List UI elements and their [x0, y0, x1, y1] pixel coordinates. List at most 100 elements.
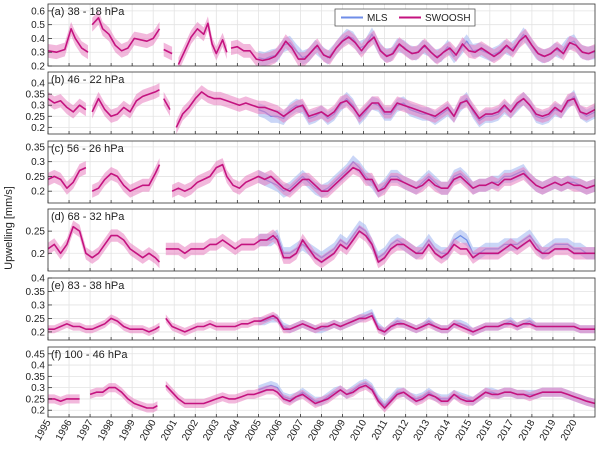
x-tick-label: 2005 — [243, 418, 264, 443]
swoosh-line — [48, 27, 89, 54]
y-tick-label: 0.35 — [26, 372, 46, 383]
series-layer — [48, 378, 595, 413]
panel-label: (b) 46 - 22 hPa — [51, 74, 125, 86]
panels: 0.20.30.40.50.6 (a) 38 - 18 hPa0.20.250.3… — [26, 3, 596, 418]
swoosh-line — [48, 398, 80, 403]
y-tick-label: 0.25 — [26, 394, 46, 405]
swoosh-line — [48, 97, 87, 113]
swoosh-uncertainty-band — [231, 28, 595, 66]
series-layer — [48, 83, 595, 134]
x-tick-label: 2019 — [538, 418, 559, 443]
y-tick-label: 0.4 — [31, 34, 45, 45]
swoosh-uncertainty-band — [176, 85, 595, 134]
y-tick-label: 0.2 — [31, 123, 45, 134]
x-tick-label: 2015 — [454, 418, 475, 443]
x-tick-label: 2008 — [306, 418, 327, 443]
y-tick-label: 0.35 — [26, 287, 46, 298]
y-tick-label: 0.35 — [26, 90, 46, 101]
swoosh-line — [91, 88, 160, 118]
x-tick-label: 1996 — [54, 418, 75, 443]
x-tick-label: 1997 — [75, 418, 96, 443]
y-tick-label: 0.45 — [26, 349, 46, 360]
swoosh-line — [48, 166, 87, 189]
swoosh-line — [230, 34, 595, 62]
x-tick-label: 2012 — [391, 418, 412, 443]
y-tick-label: 0.3 — [31, 300, 45, 311]
y-tick-label: 0.25 — [26, 314, 46, 325]
swoosh-uncertainty-band — [165, 380, 595, 413]
x-tick-label: 2010 — [349, 418, 370, 443]
swoosh-uncertainty-band — [172, 158, 595, 198]
swoosh-uncertainty-band — [48, 314, 160, 336]
swoosh-uncertainty-band — [92, 10, 160, 58]
swoosh-line — [175, 91, 595, 128]
series-layer — [48, 309, 595, 336]
y-tick-label: 0.2 — [31, 327, 45, 338]
y-tick-label: 0.4 — [31, 361, 45, 372]
swoosh-uncertainty-band — [48, 220, 160, 269]
y-axis-label: Upwelling [mm/s] — [3, 186, 15, 270]
x-tick-label: 2009 — [327, 418, 348, 443]
x-tick-label: 2013 — [412, 418, 433, 443]
x-tick-label: 2004 — [222, 418, 243, 443]
y-tick-label: 0.2 — [31, 406, 45, 417]
y-tick-label: 0.35 — [26, 142, 46, 153]
panel-label: (e) 83 - 38 hPa — [51, 280, 125, 292]
swoosh-line — [48, 225, 161, 263]
swoosh-line — [171, 163, 595, 192]
swoosh-uncertainty-band — [48, 91, 86, 119]
y-tick-label: 0.2 — [31, 249, 45, 260]
x-tick-label: 2007 — [285, 418, 306, 443]
y-tick-label: 0.25 — [26, 112, 46, 123]
x-tick-label: 1995 — [33, 418, 54, 443]
y-tick-label: 0.3 — [31, 101, 45, 112]
swoosh-line — [165, 230, 595, 263]
x-tick-label: 2006 — [264, 418, 285, 443]
x-tick-label: 2018 — [517, 418, 538, 443]
panel-f: 0.20.250.30.350.40.45 (f) 100 - 46 hPa — [26, 346, 596, 418]
x-tick-label: 2017 — [496, 418, 517, 443]
y-tick-label: 0.3 — [31, 48, 45, 59]
series-layer — [48, 10, 595, 66]
legend: MLS SWOOSH — [334, 8, 476, 27]
panel-label: (f) 100 - 46 hPa — [51, 349, 128, 361]
x-tick-label: 2011 — [370, 418, 390, 443]
swoosh-line — [91, 16, 161, 52]
swoosh-uncertainty-band — [165, 311, 595, 336]
swoosh-line — [163, 48, 173, 55]
y-tick-label: 0.3 — [31, 157, 45, 168]
swoosh-line — [163, 98, 171, 110]
series-layer — [48, 220, 595, 269]
y-tick-label: 0.25 — [26, 172, 46, 183]
panel-c: 0.2 0.25 0.3 0.35 (c) 56 - 26 hPa — [26, 140, 596, 204]
y-tick-label: 0.3 — [31, 383, 45, 394]
x-tick-label: 2016 — [475, 418, 496, 443]
x-tick-label: 2020 — [559, 418, 580, 443]
panel-label: (d) 68 - 32 hPa — [51, 211, 125, 223]
x-tick-label: 2002 — [180, 418, 201, 443]
swoosh-uncertainty-band — [92, 158, 160, 198]
swoosh-line — [48, 317, 160, 333]
y-tick-label: 0.5 — [31, 20, 45, 31]
legend-label-swoosh: SWOOSH — [425, 13, 471, 24]
legend-label-mls: MLS — [367, 13, 388, 24]
swoosh-uncertainty-band — [178, 16, 227, 66]
panel-label: (a) 38 - 18 hPa — [51, 6, 125, 18]
y-tick-label: 0.25 — [26, 227, 46, 238]
y-tick-label: 0.4 — [31, 79, 45, 90]
x-axis-tick-labels: 1995 1996 1997 1998 1999 2000 2001 2002 2003 2004… — [33, 418, 580, 443]
x-tick-label: 2000 — [138, 418, 159, 443]
panel-a: 0.2 0.3 0.4 0.5 0.6 (a) 38 - 18 hPa — [31, 3, 596, 73]
y-tick-label: 0.2 — [31, 62, 45, 73]
swoosh-line — [91, 164, 161, 192]
x-tick-label: 1999 — [117, 418, 138, 443]
x-tick-label: 2001 — [159, 418, 180, 443]
x-tick-label: 2014 — [433, 418, 454, 443]
swoosh-line — [177, 22, 228, 65]
panel-e: 0.2 0.25 0.3 0.35 0.4 (e) 83 - 38 hPa — [26, 274, 596, 341]
swoosh-line — [89, 386, 158, 409]
y-tick-label: 0.6 — [31, 6, 45, 17]
swoosh-line — [165, 314, 595, 333]
swoosh-line — [165, 384, 595, 409]
